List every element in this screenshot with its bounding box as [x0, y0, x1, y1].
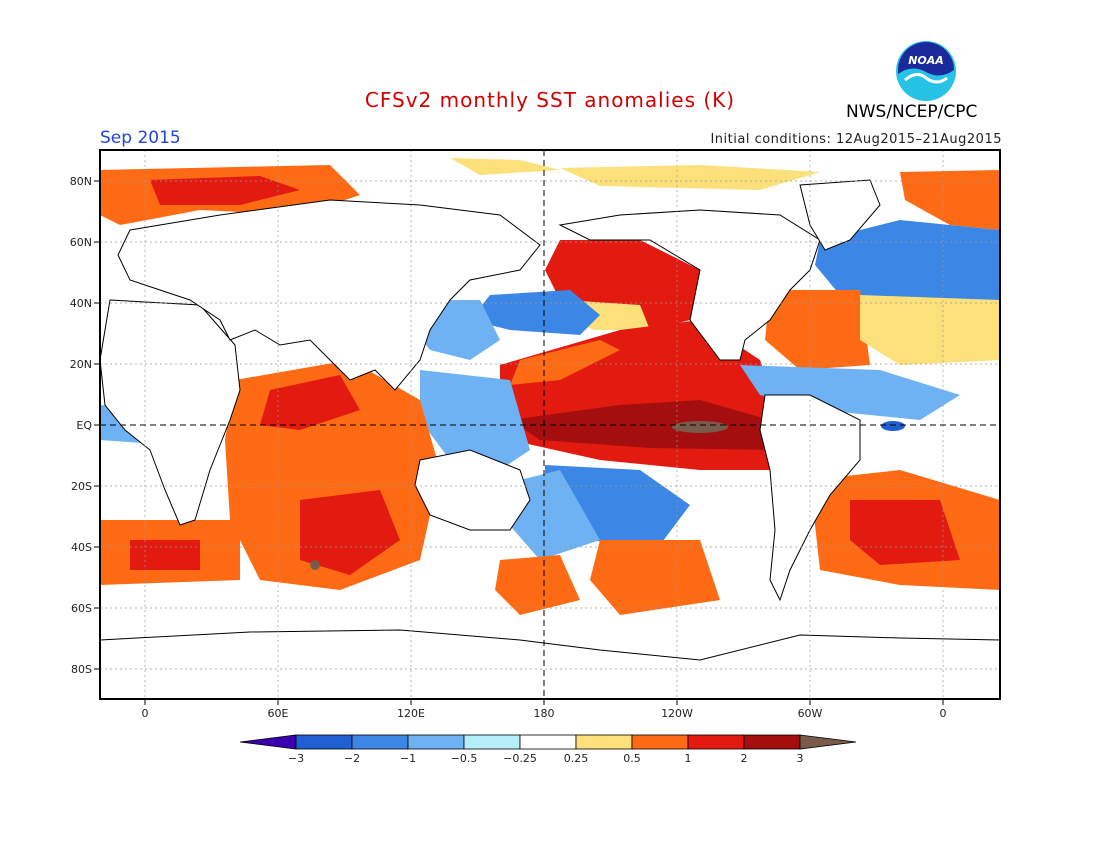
colorbar-label: 2	[741, 752, 748, 765]
colorbar-swatch	[519, 734, 577, 750]
colorbar-swatch	[743, 734, 801, 750]
gridlines	[100, 150, 1000, 699]
forecast-month: Sep 2015	[100, 128, 181, 148]
lat-label: EQ	[76, 419, 92, 432]
colorbar-label: −3	[288, 752, 304, 765]
colorbar-swatch	[631, 734, 689, 750]
lon-label: 120E	[397, 707, 425, 720]
axis-ticks	[94, 180, 944, 705]
lat-label: 80N	[70, 175, 92, 188]
lat-label: 40N	[70, 297, 92, 310]
svg-text:NOAA: NOAA	[908, 54, 944, 67]
colorbar-label: −0.5	[451, 752, 478, 765]
chart-title: CFSv2 monthly SST anomalies (K)	[364, 88, 736, 112]
colorbar-label: 0.5	[623, 752, 641, 765]
lon-label: 180	[534, 707, 555, 720]
colorbar-label: 0.25	[564, 752, 589, 765]
continents	[100, 179, 1000, 699]
colorbar-swatch	[575, 734, 633, 750]
organization-label: NWS/NCEP/CPC	[846, 102, 978, 122]
noaa-logo: NOAA	[896, 41, 956, 101]
lat-label: 60N	[70, 236, 92, 249]
colorbar-label: −0.25	[503, 752, 537, 765]
colorbar-arrow-high	[799, 734, 857, 750]
longitude-labels: 0 60E 120E 180 120W 60W 0	[142, 707, 947, 720]
colorbar-swatch	[351, 734, 409, 750]
lon-label: 120W	[661, 707, 693, 720]
lat-label: 80S	[71, 663, 92, 676]
colorbar-swatch	[295, 734, 353, 750]
colorbar-swatch	[463, 734, 521, 750]
lat-label: 20N	[70, 358, 92, 371]
lon-label: 0	[940, 707, 947, 720]
colorbar-label: −2	[344, 752, 360, 765]
colorbar-labels: −3 −2 −1 −0.5 −0.25 0.25 0.5 1 2 3	[288, 752, 804, 765]
lat-label: 60S	[71, 602, 92, 615]
lat-label: 20S	[71, 480, 92, 493]
lon-label: 60E	[268, 707, 289, 720]
colorbar-arrow-low	[239, 734, 297, 750]
colorbar-legend	[239, 734, 857, 750]
colorbar-label: 3	[797, 752, 804, 765]
latitude-labels: 80N 60N 40N 20N EQ 20S 40S 60S 80S	[70, 175, 93, 676]
lon-label: 0	[142, 707, 149, 720]
colorbar-label: 1	[685, 752, 692, 765]
colorbar-swatch	[407, 734, 465, 750]
lat-label: 40S	[71, 541, 92, 554]
colorbar-label: −1	[400, 752, 416, 765]
initial-conditions: Initial conditions: 12Aug2015–21Aug2015	[710, 132, 1002, 147]
colorbar-swatch	[687, 734, 745, 750]
lon-label: 60W	[798, 707, 823, 720]
